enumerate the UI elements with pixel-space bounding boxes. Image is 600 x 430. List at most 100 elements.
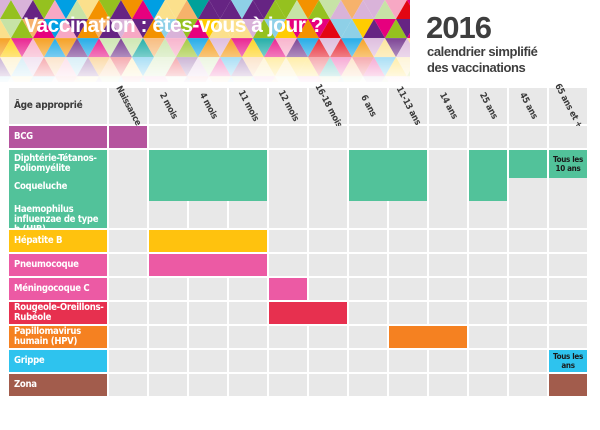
year-title: 2016: [426, 10, 492, 45]
table-cell: [229, 326, 267, 348]
table-cell: [389, 302, 427, 324]
table-cell: [269, 374, 307, 396]
column-header-label: 14 ans: [436, 91, 460, 121]
table-cell: [309, 278, 347, 300]
table-cell: [429, 374, 467, 396]
schedule-bar-bcg: [109, 126, 147, 148]
row-label-text: Hépatite B: [14, 235, 63, 246]
row-label-pneumo: Pneumocoque: [9, 254, 107, 276]
column-header: 11-13 ans: [389, 85, 427, 127]
column-header-label: 45 ans: [516, 91, 540, 121]
table-cell: [149, 326, 187, 348]
table-cell: [389, 254, 427, 276]
row-label-text: Papillomavirus humain (HPV): [14, 326, 81, 347]
subtitle-line-1: calendrier simplifié: [427, 44, 538, 59]
row-label-grippe: Grippe: [9, 350, 107, 372]
table-cell: [109, 374, 147, 396]
table-cell: [389, 278, 427, 300]
table-cell: [549, 126, 587, 148]
table-cell: [389, 374, 427, 396]
table-cell: [109, 350, 147, 372]
age-header-label: Âge approprié: [14, 100, 83, 111]
table-cell: [309, 254, 347, 276]
row-label-hepb: Hépatite B: [9, 230, 107, 252]
table-cell: [509, 126, 547, 148]
row-label-zona: Zona: [9, 374, 107, 396]
table-cell: [269, 150, 307, 228]
table-cell: [309, 374, 347, 396]
column-header: Naissance: [109, 84, 147, 128]
schedule-bar-meningo: [269, 278, 307, 300]
table-cell: [349, 230, 387, 252]
column-header: 45 ans: [509, 88, 547, 124]
table-cell: [389, 350, 427, 372]
frequency-note: Tous les ans: [549, 350, 587, 372]
table-cell: [469, 230, 507, 252]
table-cell: [389, 126, 427, 148]
row-label-text: Pneumocoque: [14, 259, 79, 270]
row-label-dtp: [9, 150, 107, 228]
row-label-hpv: Papillomavirus humain (HPV): [9, 326, 107, 348]
table-cell: [429, 150, 467, 228]
row-sublabel-text: Diphtérie-Tétanos-Poliomyélite: [14, 153, 97, 174]
table-cell: [109, 278, 147, 300]
table-cell: [389, 230, 427, 252]
table-cell: [509, 374, 547, 396]
schedule-bar-pneumo: [149, 254, 267, 276]
table-cell: [109, 326, 147, 348]
table-cell: [229, 126, 267, 148]
column-header-label: 11 mois: [235, 88, 261, 124]
table-cell: [549, 326, 587, 348]
table-cell: [349, 350, 387, 372]
schedule-bar-dtp: [469, 150, 507, 201]
header-banner: Vaccination : êtes-vous à jour ?: [0, 0, 410, 82]
column-header-label: 2 mois: [156, 91, 180, 121]
table-cell: [549, 230, 587, 252]
table-cell: [349, 302, 387, 324]
column-header: 65 ans et +: [549, 82, 587, 130]
table-cell: [189, 326, 227, 348]
table-cell: [109, 150, 147, 228]
row-label-text: Rougeole-Oreillons-Rubéole: [14, 302, 104, 323]
table-cell: [149, 302, 187, 324]
table-cell: [149, 350, 187, 372]
schedule-bar-hpv: [389, 326, 467, 348]
table-cell: [469, 278, 507, 300]
schedule-bar-hepb: [149, 230, 267, 252]
table-cell: [349, 326, 387, 348]
table-cell: [229, 374, 267, 396]
row-sublabel-text: Haemophilus influenzae de type b (HIB): [14, 204, 99, 235]
row-label-text: Méningocoque C: [14, 283, 90, 294]
column-header-label: 11-13 ans: [393, 85, 423, 127]
age-header-cell: Âge approprié: [9, 88, 107, 124]
table-cell: [189, 278, 227, 300]
table-cell: [189, 350, 227, 372]
table-cell: [309, 126, 347, 148]
table-cell: [309, 350, 347, 372]
schedule-bar-dtp: [349, 150, 427, 201]
table-cell: [309, 326, 347, 348]
row-label-meningo: Méningocoque C: [9, 278, 107, 300]
schedule-bar-dtp: [509, 150, 547, 178]
schedule-bar-zona: [549, 374, 587, 396]
table-cell: [549, 254, 587, 276]
table-cell: [349, 278, 387, 300]
table-cell: [189, 126, 227, 148]
pattern-fade: [0, 0, 410, 82]
table-cell: [509, 230, 547, 252]
table-cell: [429, 302, 467, 324]
column-header: 4 mois: [189, 88, 227, 124]
table-cell: [189, 374, 227, 396]
column-header: 11 mois: [229, 88, 267, 124]
table-cell: [509, 350, 547, 372]
column-header: 25 ans: [469, 88, 507, 124]
table-cell: [429, 254, 467, 276]
table-cell: [509, 254, 547, 276]
table-cell: [109, 230, 147, 252]
column-header: 14 ans: [429, 88, 467, 124]
table-cell: [469, 326, 507, 348]
page-title: Vaccination : êtes-vous à jour ?: [24, 14, 324, 37]
table-cell: [469, 254, 507, 276]
column-header-label: 25 ans: [476, 91, 500, 121]
subtitle-line-2: des vaccinations: [427, 60, 526, 75]
